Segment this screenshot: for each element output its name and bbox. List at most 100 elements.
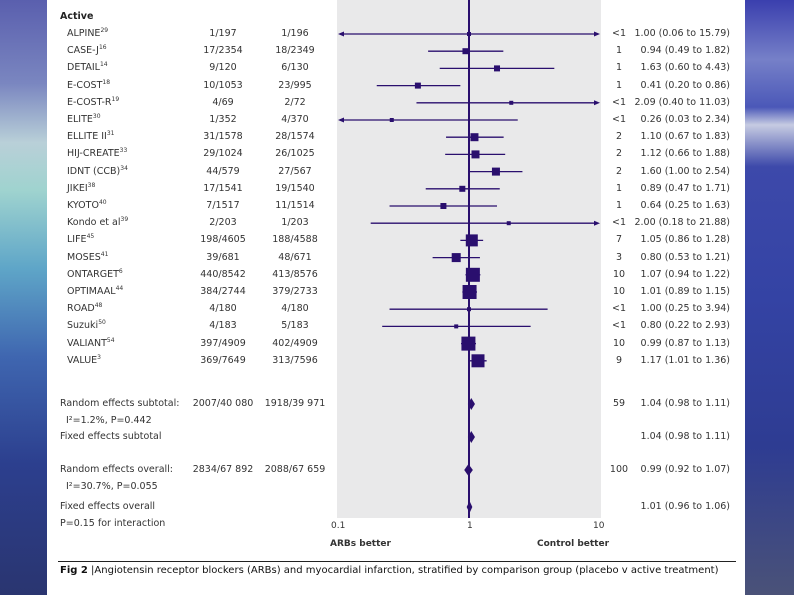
weight-percent: 1 [615, 200, 623, 211]
arb-events: 397/4909 [200, 337, 246, 349]
reference-superscript: 16 [98, 44, 107, 52]
relative-risk-ci: 0.41 (0.20 to 0.86) [640, 79, 730, 91]
weight-percent: <1 [611, 28, 626, 39]
weight-percent: 1 [615, 62, 623, 74]
reference-superscript: 3 [97, 353, 101, 361]
point-estimate-square [471, 150, 480, 159]
arb-events: 44/579 [206, 165, 240, 177]
study-name: Suzuki50 [67, 319, 106, 332]
arb-events: 17/1541 [203, 182, 243, 194]
reference-superscript: 38 [87, 181, 96, 189]
relative-risk-ci: 1.01 (0.89 to 1.15) [640, 286, 730, 297]
study-name: OPTIMAAL44 [67, 285, 124, 298]
figure-caption: Fig 2 |Angiotensin receptor blockers (AR… [60, 565, 719, 576]
point-estimate-square [462, 48, 469, 55]
arb-events: 2/203 [209, 217, 237, 229]
control-events: 402/4909 [272, 337, 318, 349]
weight-percent: 100 [609, 464, 629, 475]
control-events: 413/8576 [272, 268, 318, 280]
caption-rule [58, 561, 736, 562]
relative-risk-ci: 1.01 (0.96 to 1.06) [640, 501, 730, 512]
x-tick-label: 0.1 [331, 521, 346, 531]
weight-percent: 1 [615, 45, 623, 57]
study-name: E-COST-R19 [67, 95, 120, 108]
study-name: VALIANT54 [67, 336, 115, 349]
point-estimate-square [462, 285, 477, 299]
arb-events: 7/1517 [206, 200, 240, 211]
weight-percent: 10 [612, 337, 626, 349]
weight-percent: 3 [615, 251, 623, 263]
control-events: 1/196 [281, 28, 309, 39]
control-events: 23/995 [278, 79, 312, 91]
study-name: ELITE30 [67, 113, 101, 126]
relative-risk-ci: 1.04 (0.98 to 1.11) [640, 398, 730, 409]
point-estimate-square [459, 185, 466, 192]
ci-arrow-right [594, 100, 600, 106]
control-events: 19/1540 [275, 182, 315, 194]
arb-events: 17/2354 [203, 45, 243, 57]
reference-superscript: 40 [98, 199, 107, 206]
control-events: 2/72 [284, 96, 306, 108]
arb-events: 440/8542 [200, 268, 246, 280]
x-label-left: ARBs better [330, 539, 391, 549]
study-name: ROAD48 [67, 302, 103, 315]
arb-events: 4/183 [209, 320, 237, 332]
ci-arrow-left [338, 31, 344, 37]
summary-label: Random effects overall: [60, 464, 173, 475]
study-name: IDNT (CCB)34 [67, 164, 128, 177]
study-name: VALUE3 [67, 353, 101, 366]
background-ocean-right [745, 0, 794, 595]
weight-percent: 10 [612, 286, 626, 297]
point-estimate-square [414, 82, 421, 89]
point-estimate-square [451, 253, 461, 263]
summary-diamond [464, 464, 473, 476]
heterogeneity-stat: I²=1.2%, P=0.442 [66, 415, 152, 426]
point-estimate-square [389, 118, 394, 122]
caption-fig-number: Fig 2 [60, 565, 88, 576]
arb-events: 369/7649 [200, 354, 246, 366]
relative-risk-ci: 0.80 (0.53 to 1.21) [640, 251, 730, 263]
study-name: ALPINE29 [67, 27, 109, 40]
relative-risk-ci: 2.09 (0.40 to 11.03) [634, 96, 730, 108]
reference-superscript: 39 [120, 216, 129, 224]
study-name: CASE-J16 [67, 44, 107, 57]
arb-events: 4/69 [212, 96, 234, 108]
reference-superscript: 33 [119, 147, 128, 155]
point-estimate-square [465, 234, 478, 247]
summary-label: Fixed effects subtotal [60, 431, 162, 442]
reference-superscript: 34 [120, 164, 128, 172]
control-events: 4/370 [281, 114, 309, 125]
weight-percent: 1 [615, 79, 623, 91]
summary-diamond [466, 501, 473, 513]
point-estimate-square [491, 167, 500, 176]
ci-arrow-right [594, 220, 600, 226]
study-name: ONTARGET6 [67, 267, 123, 280]
control-events: 26/1025 [275, 148, 315, 160]
reference-superscript: 31 [106, 130, 115, 138]
reference-superscript: 54 [106, 336, 115, 344]
weight-percent: 7 [615, 234, 623, 246]
arb-events: 10/1053 [203, 79, 243, 91]
summary-diamond [467, 398, 475, 410]
point-estimate-square [509, 100, 514, 105]
weight-percent: 2 [615, 148, 623, 160]
control-events: 1/203 [281, 217, 309, 229]
control-events: 48/671 [278, 251, 312, 263]
control-events: 379/2733 [272, 286, 318, 297]
reference-superscript: 14 [99, 61, 108, 69]
arb-events: 9/120 [209, 62, 237, 74]
arb-events: 1/197 [209, 28, 237, 39]
weight-percent: <1 [611, 320, 626, 332]
point-estimate-square [467, 307, 471, 312]
control-events: 313/7596 [272, 354, 318, 366]
arb-events: 1/352 [209, 114, 237, 125]
arb-events: 39/681 [206, 251, 240, 263]
relative-risk-ci: 1.10 (0.67 to 1.83) [640, 131, 730, 143]
study-name: KYOTO40 [67, 199, 107, 212]
relative-risk-ci: 1.04 (0.98 to 1.11) [640, 431, 730, 442]
weight-percent: <1 [611, 96, 626, 108]
relative-risk-ci: 0.99 (0.87 to 1.13) [640, 337, 730, 349]
point-estimate-square [467, 32, 471, 36]
weight-percent: 59 [612, 398, 626, 409]
